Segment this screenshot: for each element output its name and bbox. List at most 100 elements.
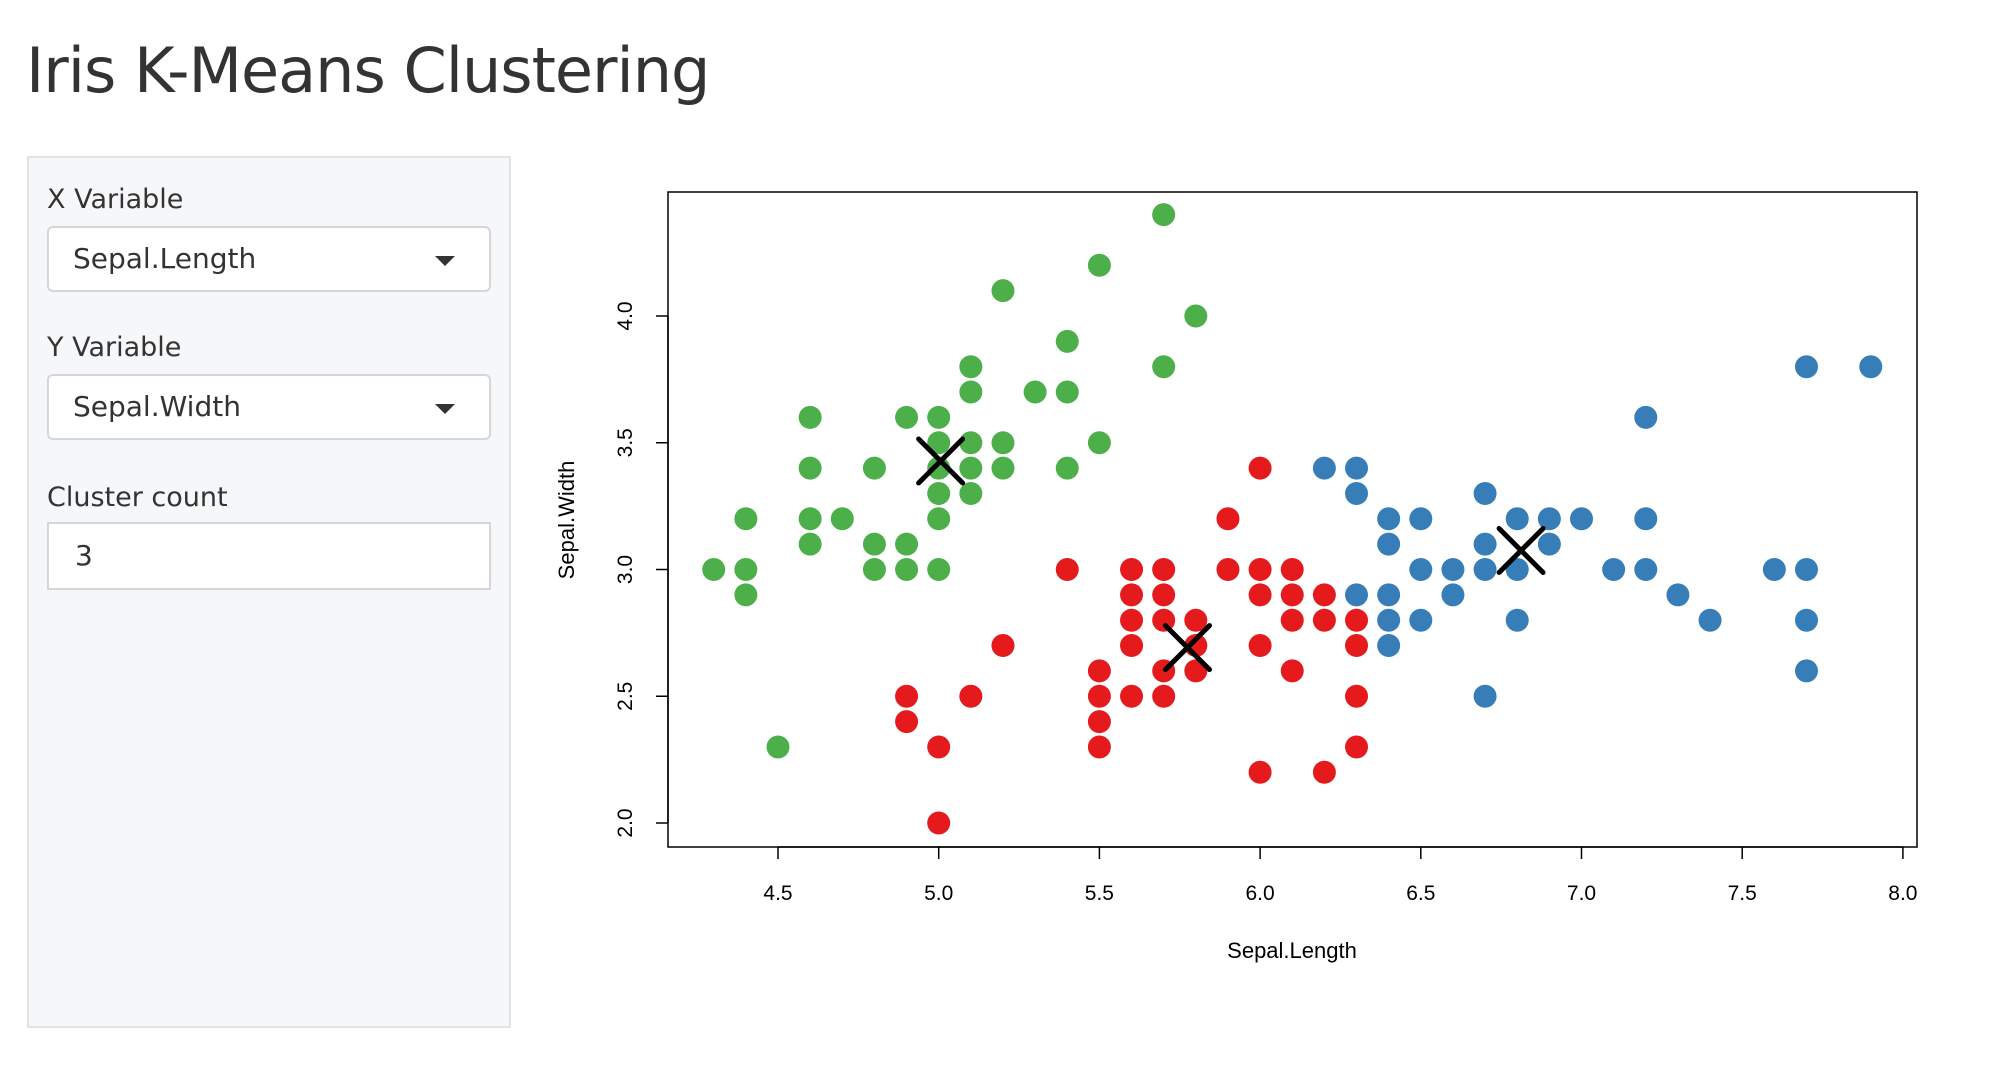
data-point-cluster-3 [1377, 507, 1401, 531]
data-point-cluster-2 [1312, 608, 1336, 632]
x-tick-label: 5.0 [924, 882, 953, 905]
data-point-cluster-2 [927, 735, 951, 759]
data-point-cluster-3 [1537, 507, 1561, 531]
data-point-cluster-1 [991, 456, 1015, 480]
data-point-cluster-2 [1152, 558, 1176, 581]
data-point-cluster-3 [1634, 558, 1658, 581]
data-point-cluster-2 [1216, 558, 1240, 581]
data-point-cluster-2 [1312, 760, 1336, 784]
data-point-cluster-2 [1280, 608, 1304, 632]
x-tick-label: 8.0 [1888, 882, 1917, 905]
x-tick-label: 4.5 [763, 882, 792, 905]
y-variable-label: Y Variable [47, 332, 182, 363]
data-point-cluster-3 [1345, 583, 1369, 607]
data-point-cluster-1 [798, 456, 822, 480]
data-point-cluster-1 [702, 558, 726, 581]
y-tick-label: 2.5 [614, 682, 637, 711]
data-point-cluster-1 [959, 431, 983, 455]
data-point-cluster-3 [1505, 558, 1529, 581]
data-point-cluster-1 [927, 558, 951, 581]
data-point-cluster-3 [1409, 507, 1433, 531]
data-point-cluster-2 [1248, 634, 1272, 658]
data-point-cluster-2 [1280, 659, 1304, 683]
data-point-cluster-1 [862, 558, 886, 581]
data-point-cluster-3 [1698, 608, 1722, 632]
data-point-cluster-2 [1184, 608, 1208, 632]
data-point-cluster-3 [1537, 532, 1561, 556]
x-icon [916, 436, 966, 486]
data-point-cluster-2 [1345, 735, 1369, 759]
data-point-cluster-2 [1120, 558, 1144, 581]
cluster-count-input[interactable]: 3 [47, 522, 491, 590]
x-tick-label: 7.0 [1567, 882, 1596, 905]
y-axis-label: Sepal.Width [554, 461, 579, 580]
data-point-cluster-2 [1055, 558, 1079, 581]
data-point-cluster-3 [1859, 355, 1883, 379]
data-point-cluster-2 [1312, 583, 1336, 607]
data-point-cluster-2 [1345, 684, 1369, 708]
data-point-cluster-1 [1055, 456, 1079, 480]
data-point-cluster-3 [1473, 532, 1497, 556]
x-variable-label: X Variable [47, 184, 184, 215]
data-point-cluster-3 [1345, 481, 1369, 505]
data-point-cluster-1 [991, 431, 1015, 455]
data-point-cluster-2 [1152, 608, 1176, 632]
data-point-cluster-2 [1120, 583, 1144, 607]
data-point-cluster-3 [1441, 558, 1465, 581]
data-point-cluster-3 [1666, 583, 1690, 607]
data-point-cluster-2 [991, 634, 1015, 658]
data-point-cluster-1 [895, 405, 919, 429]
data-point-cluster-3 [1570, 507, 1593, 531]
data-point-cluster-2 [1120, 608, 1144, 632]
data-point-cluster-2 [1087, 710, 1111, 734]
cluster-count-value: 3 [75, 539, 93, 572]
data-point-cluster-1 [1184, 304, 1208, 328]
x-tick-label: 5.5 [1085, 882, 1114, 905]
data-point-cluster-1 [734, 507, 758, 531]
chevron-down-icon [435, 256, 455, 266]
data-point-cluster-3 [1377, 583, 1401, 607]
data-point-cluster-2 [1152, 684, 1176, 708]
x-variable-select[interactable]: Sepal.Length [47, 226, 491, 292]
data-point-cluster-3 [1794, 659, 1818, 683]
data-point-cluster-2 [1216, 507, 1240, 531]
data-point-cluster-1 [927, 507, 951, 531]
data-point-cluster-2 [1248, 558, 1272, 581]
data-point-cluster-1 [927, 405, 951, 429]
y-variable-select[interactable]: Sepal.Width [47, 374, 491, 440]
cluster-center-marker [916, 436, 966, 486]
data-point-cluster-1 [1087, 253, 1111, 277]
data-point-cluster-1 [927, 481, 951, 505]
data-point-cluster-2 [895, 684, 919, 708]
data-point-cluster-1 [1055, 329, 1079, 353]
x-axis-label: Sepal.Length [1227, 938, 1357, 963]
x-tick-label: 7.5 [1728, 882, 1757, 905]
data-point-cluster-3 [1762, 558, 1786, 581]
sidebar-panel: X Variable Sepal.Length Y Variable Sepal… [27, 156, 511, 1028]
cluster-count-label: Cluster count [47, 482, 228, 513]
cluster-center-marker [1162, 623, 1212, 673]
data-point-cluster-3 [1377, 634, 1401, 658]
data-point-cluster-2 [1248, 583, 1272, 607]
y-tick-label: 4.0 [614, 301, 637, 330]
data-point-cluster-2 [1345, 608, 1369, 632]
data-point-cluster-3 [1634, 405, 1658, 429]
data-point-cluster-3 [1377, 532, 1401, 556]
data-point-cluster-3 [1505, 507, 1529, 531]
data-point-cluster-2 [927, 811, 951, 835]
data-point-cluster-1 [959, 380, 983, 404]
data-point-cluster-2 [1345, 634, 1369, 658]
data-point-cluster-2 [1087, 684, 1111, 708]
data-point-cluster-1 [862, 532, 886, 556]
data-point-cluster-1 [1087, 431, 1111, 455]
data-point-cluster-2 [959, 684, 983, 708]
data-point-cluster-3 [1794, 558, 1818, 581]
data-point-cluster-1 [734, 558, 758, 581]
data-point-cluster-1 [1152, 203, 1176, 227]
x-tick-label: 6.0 [1245, 882, 1274, 905]
cluster-center-marker [1496, 525, 1546, 575]
x-tick-label: 6.5 [1406, 882, 1435, 905]
data-point-cluster-1 [959, 456, 983, 480]
data-point-cluster-1 [1055, 380, 1079, 404]
